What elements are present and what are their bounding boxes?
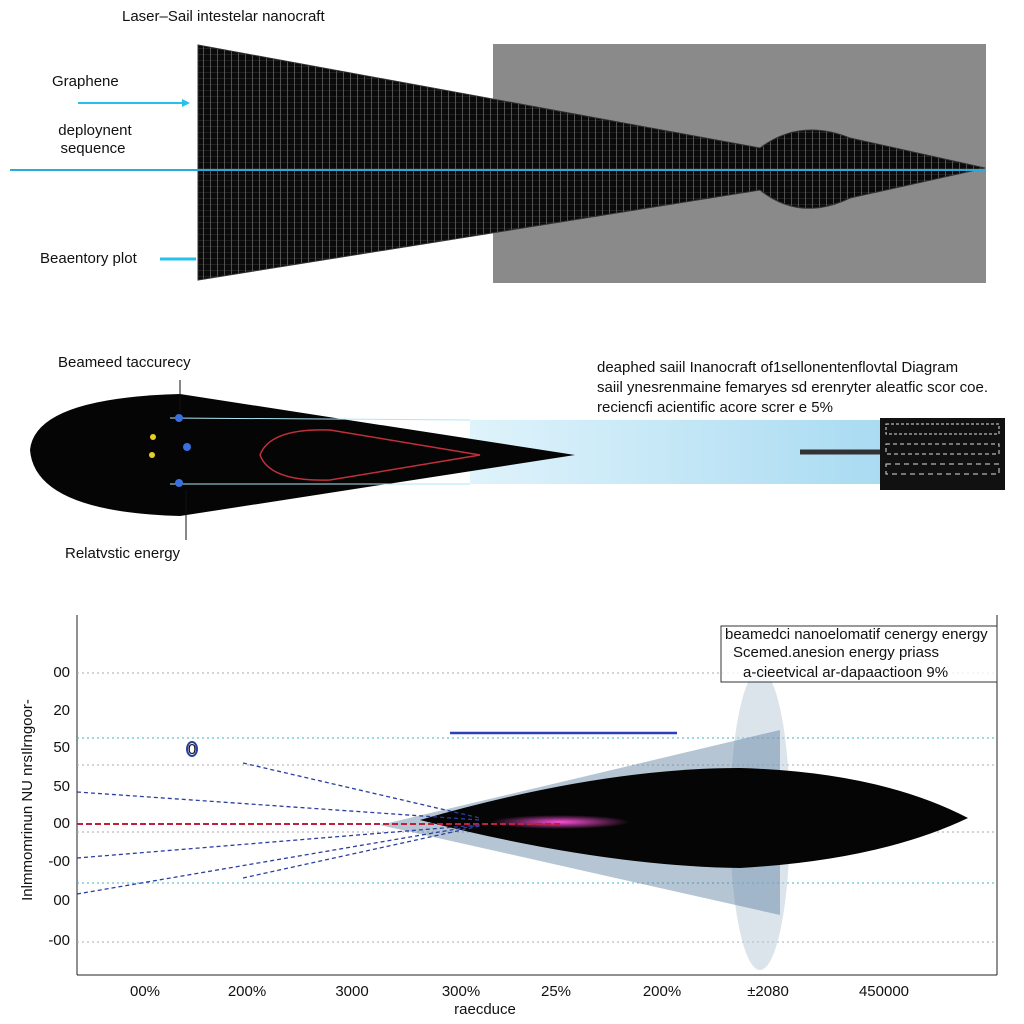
x-label: 200% <box>643 983 681 1000</box>
y-label: 50 <box>53 778 70 795</box>
y-label: -00 <box>48 932 70 949</box>
x-label: 300% <box>442 983 480 1000</box>
marker-label: 0 <box>188 741 196 758</box>
middle-panel: Beameed taccurecy Relatvstic energy deap… <box>30 354 1005 562</box>
craft-body <box>30 394 575 516</box>
marker <box>186 741 198 757</box>
note: reciencfi acientific acore screr e 5% <box>597 399 833 416</box>
node <box>183 443 191 451</box>
x-label: 25% <box>541 983 571 1000</box>
label: deploynent <box>58 122 132 139</box>
title: Laser–Sail intestelar nanocraft <box>122 8 325 25</box>
legend-text: Scemed.anesion energy priass <box>733 644 939 661</box>
label: Graphene <box>52 73 119 90</box>
x-axis-label: raecduce <box>454 1001 516 1018</box>
top-panel: Laser–Sail intestelar nanocraft Graphene… <box>10 8 986 283</box>
x-label: 00% <box>130 983 160 1000</box>
note: deaphed saiil Inanocraft of1sellonentenf… <box>597 359 958 376</box>
label: Beaentory plot <box>40 250 138 267</box>
rays <box>76 762 481 895</box>
label: sequence <box>60 140 125 157</box>
chip-detail <box>885 423 1000 435</box>
node <box>175 479 183 487</box>
y-label: 00 <box>53 664 70 681</box>
glow <box>490 815 630 829</box>
x-labels: 00% 200% 3000 300% 25% 200% ±2080 450000 <box>130 983 909 1000</box>
y-label: 00 <box>53 892 70 909</box>
chip <box>880 418 1005 490</box>
x-label: ±2080 <box>747 983 789 1000</box>
y-label: -00 <box>48 853 70 870</box>
legend-text: beamedci nanoelomatif cenergy energy <box>725 626 988 643</box>
x-label: 3000 <box>335 983 368 1000</box>
note: saiil ynesrenmaine femaryes sd erenryter… <box>597 379 988 396</box>
node <box>150 434 156 440</box>
y-labels: 00 20 50 50 00 -00 00 -00 <box>48 664 70 949</box>
label: Beameed taccurecy <box>58 354 191 371</box>
heat-contour <box>259 429 481 481</box>
chip-detail <box>885 443 1000 455</box>
legend <box>720 625 998 683</box>
y-label: 20 <box>53 702 70 719</box>
craft-body <box>420 768 968 868</box>
node <box>149 452 155 458</box>
y-label: 00 <box>53 815 70 832</box>
label: Relatvstic energy <box>65 545 181 562</box>
x-label: 450000 <box>859 983 909 1000</box>
y-axis-label: Inlmmomrinun NU nrsIlrngoor- <box>19 699 36 901</box>
x-label: 200% <box>228 983 266 1000</box>
chip-detail <box>885 463 1000 475</box>
bottom-panel: 0 beamedci nanoelomatif cenergy energy S… <box>19 615 998 1018</box>
arrow-head <box>182 99 190 107</box>
node <box>175 414 183 422</box>
sail-cone <box>197 44 986 281</box>
y-label: 50 <box>53 739 70 756</box>
legend-text: a-cieetvical ar-dapaactioon 9% <box>743 664 948 681</box>
beam-line <box>169 417 471 421</box>
